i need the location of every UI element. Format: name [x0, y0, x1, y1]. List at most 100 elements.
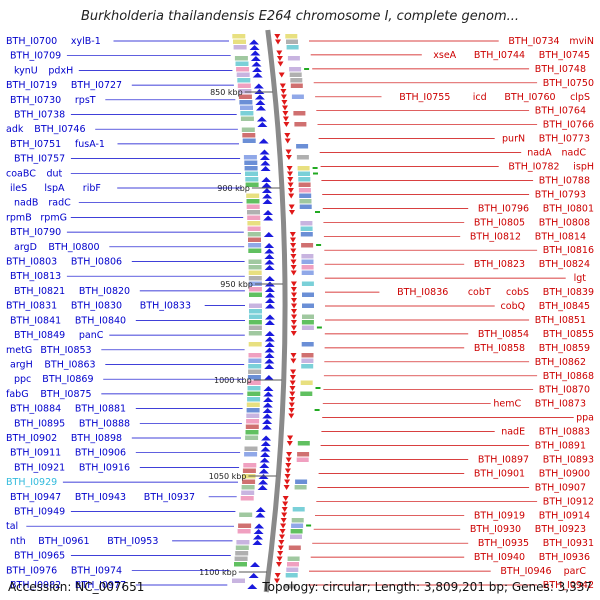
forward-gene-arrow	[263, 215, 274, 221]
feature-tile	[247, 391, 261, 396]
feature-tile	[242, 479, 256, 484]
gene-label-nadA: nadA	[527, 148, 552, 159]
gene-label-BTH_I0900: BTH_I0900	[539, 468, 590, 479]
feature-marker	[313, 172, 318, 175]
feature-tile	[248, 325, 262, 330]
feature-tile	[245, 182, 259, 187]
scale-tick-label: 1100 kbp	[199, 568, 237, 577]
forward-gene-arrow	[264, 254, 275, 259]
gene-label-BTH_I0982: BTH_I0982	[10, 580, 61, 591]
feature-tile	[296, 457, 309, 462]
feature-tile	[284, 584, 297, 589]
feature-tile	[289, 72, 302, 77]
forward-gene-arrow	[251, 61, 262, 67]
gene-label-BTH_I0833: BTH_I0833	[140, 301, 191, 312]
feature-tile	[247, 375, 261, 380]
feature-tile	[286, 45, 299, 50]
feature-tile	[245, 177, 259, 182]
reverse-gene-arrow	[286, 166, 293, 171]
feature-tile	[248, 320, 262, 325]
forward-gene-arrow	[261, 177, 272, 182]
gene-label-ileS: ileS	[10, 183, 27, 194]
gene-label-BTH_I0766: BTH_I0766	[543, 120, 594, 131]
feature-tile	[287, 56, 300, 61]
feature-tile	[248, 270, 262, 275]
reverse-gene-arrow	[285, 457, 292, 463]
gene-label-BTH_I0949: BTH_I0949	[14, 507, 65, 518]
reverse-gene-arrow	[291, 303, 297, 309]
feature-tile	[248, 259, 262, 264]
gene-label-BTH_I0902: BTH_I0902	[6, 433, 57, 444]
reverse-gene-arrow	[289, 391, 296, 397]
reverse-gene-arrow	[290, 287, 297, 292]
feature-tile	[247, 221, 261, 226]
feature-tile	[248, 342, 262, 347]
reverse-gene-arrow	[284, 138, 291, 144]
gene-label-BTH_I0870: BTH_I0870	[539, 385, 590, 396]
forward-gene-arrow	[264, 353, 275, 358]
gene-label-BTH_I0935: BTH_I0935	[478, 538, 529, 549]
feature-tile	[240, 496, 254, 501]
feature-tile	[291, 518, 304, 523]
forward-gene-arrow	[260, 446, 271, 452]
gene-label-BTH_I0841: BTH_I0841	[10, 315, 61, 326]
feature-tile	[241, 127, 255, 132]
reverse-gene-arrow	[283, 485, 290, 490]
feature-tile	[237, 529, 251, 534]
gene-label-BTH_I0897: BTH_I0897	[478, 455, 529, 466]
feature-tile	[298, 182, 311, 187]
feature-tile	[249, 292, 262, 297]
feature-tile	[246, 413, 260, 418]
reverse-gene-arrow	[287, 177, 294, 182]
reverse-gene-arrow	[277, 61, 284, 67]
feature-tile	[244, 166, 258, 171]
gene-label-BTH_I0858: BTH_I0858	[474, 343, 525, 354]
gene-label-BTH_I0700: BTH_I0700	[6, 36, 57, 47]
reverse-gene-arrow	[290, 270, 297, 276]
gene-label-BTH_I0862: BTH_I0862	[535, 357, 586, 368]
forward-gene-arrow	[264, 287, 275, 292]
forward-gene-arrow	[254, 523, 265, 529]
feature-marker	[316, 326, 322, 329]
reverse-gene-arrow	[288, 408, 295, 413]
reverse-gene-arrow	[286, 452, 293, 457]
feature-marker	[306, 524, 312, 527]
reverse-gene-arrow	[285, 463, 292, 468]
gene-label-hemC: hemC	[493, 399, 521, 410]
forward-gene-arrow	[264, 243, 275, 248]
gene-label-panC: panC	[79, 330, 104, 341]
forward-gene-arrow	[264, 276, 275, 281]
feature-tile	[247, 215, 261, 220]
gene-label-BTH_I0845: BTH_I0845	[539, 301, 590, 312]
reverse-gene-arrow	[282, 116, 289, 122]
reverse-gene-arrow	[285, 149, 292, 155]
reverse-gene-arrow	[274, 34, 281, 39]
gene-label-BTH_I0911: BTH_I0911	[10, 448, 61, 459]
reverse-gene-arrow	[283, 122, 290, 127]
feature-tile	[295, 479, 308, 484]
forward-gene-arrow	[258, 468, 269, 474]
feature-tile	[244, 160, 258, 165]
gene-label-BTH_I0947: BTH_I0947	[10, 492, 61, 503]
forward-gene-arrow	[264, 320, 275, 325]
feature-tile	[245, 171, 258, 176]
feature-marker	[304, 68, 310, 70]
forward-gene-arrow	[262, 193, 273, 199]
reverse-gene-arrow	[281, 100, 288, 105]
feature-tile	[233, 39, 246, 44]
gene-label-BTH_I0929: BTH_I0929	[6, 477, 57, 488]
gene-label-xylB-1: xylB-1	[71, 36, 101, 47]
gene-label-nadE: nadE	[501, 427, 525, 438]
gene-label-ppa: ppa	[576, 413, 594, 424]
reverse-gene-arrow	[290, 325, 297, 331]
gene-label-BTH_I0757: BTH_I0757	[14, 154, 65, 165]
feature-tile	[237, 83, 251, 88]
gene-label-BTH_I0884: BTH_I0884	[10, 404, 61, 415]
gene-label-BTH_I0863: BTH_I0863	[44, 360, 95, 371]
gene-label-BTH_I0796: BTH_I0796	[478, 203, 529, 214]
reverse-gene-arrow	[278, 72, 285, 78]
gene-label-BTH_I0813: BTH_I0813	[10, 271, 61, 282]
feature-tile	[237, 78, 251, 83]
gene-label-BTH_I0854: BTH_I0854	[478, 329, 529, 340]
reverse-gene-arrow	[290, 259, 297, 265]
